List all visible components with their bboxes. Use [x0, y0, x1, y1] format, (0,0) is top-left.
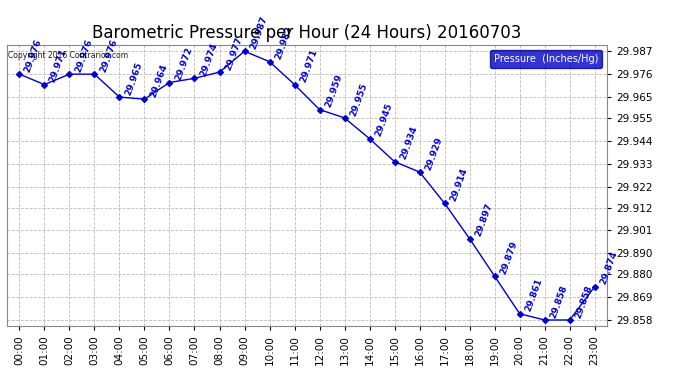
Text: 29.977: 29.977 — [224, 35, 244, 72]
Text: 29.861: 29.861 — [524, 278, 544, 313]
Legend: Pressure  (Inches/Hg): Pressure (Inches/Hg) — [490, 50, 602, 68]
Text: 29.971: 29.971 — [298, 48, 319, 84]
Text: 29.987: 29.987 — [248, 15, 268, 51]
Text: 29.976: 29.976 — [98, 38, 119, 74]
Text: 29.897: 29.897 — [473, 202, 494, 238]
Text: 29.955: 29.955 — [348, 81, 368, 117]
Text: 29.959: 29.959 — [324, 73, 344, 109]
Text: 29.976: 29.976 — [73, 38, 94, 74]
Text: 29.976: 29.976 — [23, 38, 43, 74]
Text: 29.874: 29.874 — [598, 250, 619, 286]
Title: Barometric Pressure per Hour (24 Hours) 20160703: Barometric Pressure per Hour (24 Hours) … — [92, 24, 522, 42]
Text: 29.945: 29.945 — [373, 102, 394, 138]
Text: 29.964: 29.964 — [148, 63, 168, 99]
Text: 29.934: 29.934 — [398, 125, 419, 161]
Text: 29.914: 29.914 — [448, 167, 469, 203]
Text: 29.974: 29.974 — [198, 42, 219, 78]
Text: Copyright 2016 Contrarios.com: Copyright 2016 Contrarios.com — [8, 51, 128, 60]
Text: 29.971: 29.971 — [48, 48, 68, 84]
Text: 29.982: 29.982 — [273, 25, 294, 61]
Text: 29.929: 29.929 — [424, 135, 444, 171]
Text: 29.858: 29.858 — [573, 284, 594, 320]
Text: 29.965: 29.965 — [124, 61, 144, 96]
Text: 29.972: 29.972 — [173, 46, 194, 82]
Text: 29.858: 29.858 — [549, 284, 569, 320]
Text: 29.879: 29.879 — [498, 240, 519, 276]
